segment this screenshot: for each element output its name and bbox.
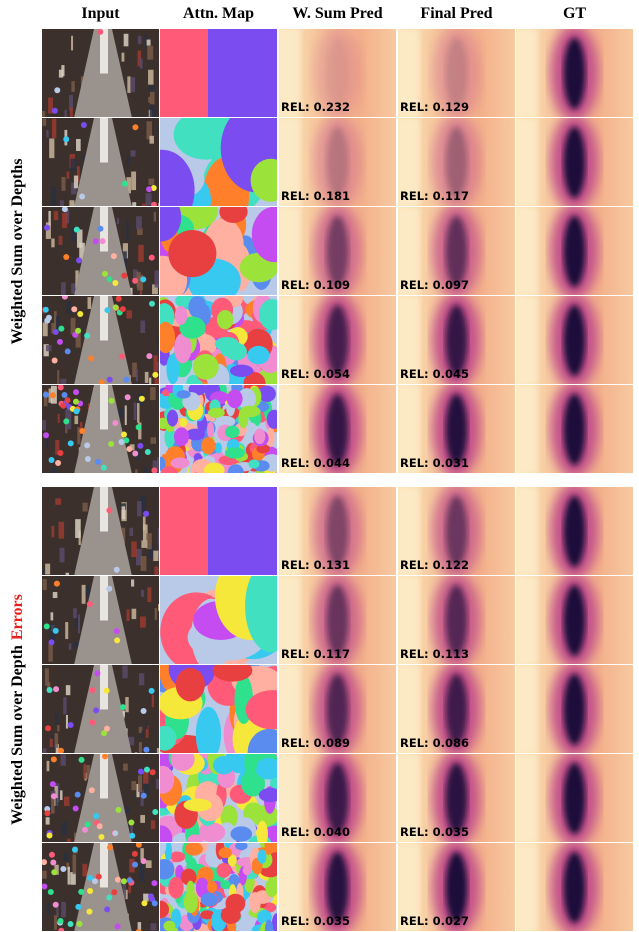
ground-truth-depth: [516, 381, 633, 479]
input-image: [42, 294, 162, 395]
rel-score: REL: 0.097: [400, 278, 469, 292]
ground-truth-depth: [516, 572, 633, 670]
group-label-text: Weighted Sum over Depths: [9, 159, 26, 345]
ground-truth-depth: [516, 661, 633, 759]
rel-score: REL: 0.109: [281, 278, 350, 292]
input-image: [42, 384, 162, 485]
input-image: [42, 753, 162, 852]
ground-truth-depth: [516, 483, 633, 581]
ground-truth-depth: [516, 839, 633, 932]
input-image: [42, 665, 163, 767]
group-label-highlight: Errors: [9, 594, 26, 640]
rel-score: REL: 0.117: [281, 647, 350, 661]
column-header: GT: [563, 5, 586, 22]
input-image: [41, 842, 159, 932]
rel-score: REL: 0.117: [400, 189, 469, 203]
rel-score: REL: 0.131: [281, 558, 350, 572]
column-header: Final Pred: [420, 5, 492, 22]
input-image: [42, 576, 162, 678]
ground-truth-depth: [516, 750, 633, 848]
attention-map: [148, 743, 290, 855]
column-header: Input: [81, 5, 120, 22]
rel-score: REL: 0.054: [281, 367, 350, 381]
rel-score: REL: 0.031: [400, 456, 469, 470]
ground-truth-depth: [516, 292, 633, 390]
column-header: W. Sum Pred: [292, 5, 382, 22]
group-label-text: Weighted Sum over Depth: [9, 645, 26, 825]
input-image: [42, 206, 159, 310]
rel-score: REL: 0.035: [281, 914, 350, 928]
attention-map: [155, 376, 284, 483]
rel-score: REL: 0.232: [281, 100, 350, 114]
ground-truth-depth: [516, 203, 633, 301]
attention-map: [153, 285, 287, 398]
column-header: Attn. Map: [183, 5, 254, 22]
attention-map: [136, 189, 296, 305]
group-label: Weighted Sum over Depth Errors: [9, 594, 26, 825]
rel-score: REL: 0.086: [400, 736, 469, 750]
rel-score: REL: 0.089: [281, 736, 350, 750]
rel-score: REL: 0.045: [400, 367, 469, 381]
attention-map: [152, 833, 284, 932]
rel-score: REL: 0.040: [281, 825, 350, 839]
input-image: [42, 487, 161, 588]
rel-score: REL: 0.181: [281, 189, 350, 203]
ground-truth-depth: [516, 114, 633, 212]
attention-map: [160, 487, 277, 576]
group-label: Weighted Sum over Depths: [9, 159, 26, 345]
ground-truth-depth: [516, 25, 633, 123]
rel-score: REL: 0.129: [400, 100, 469, 114]
rel-score: REL: 0.027: [400, 914, 469, 928]
rel-score: REL: 0.044: [281, 456, 350, 470]
input-image: [42, 29, 159, 133]
rel-score: REL: 0.122: [400, 558, 469, 572]
attention-map: [160, 29, 277, 118]
rel-score: REL: 0.113: [400, 647, 469, 661]
figure: Input Attn. Map W. Sum Pred Final Pred GT Wei…: [0, 0, 639, 932]
rel-score: REL: 0.035: [400, 825, 469, 839]
